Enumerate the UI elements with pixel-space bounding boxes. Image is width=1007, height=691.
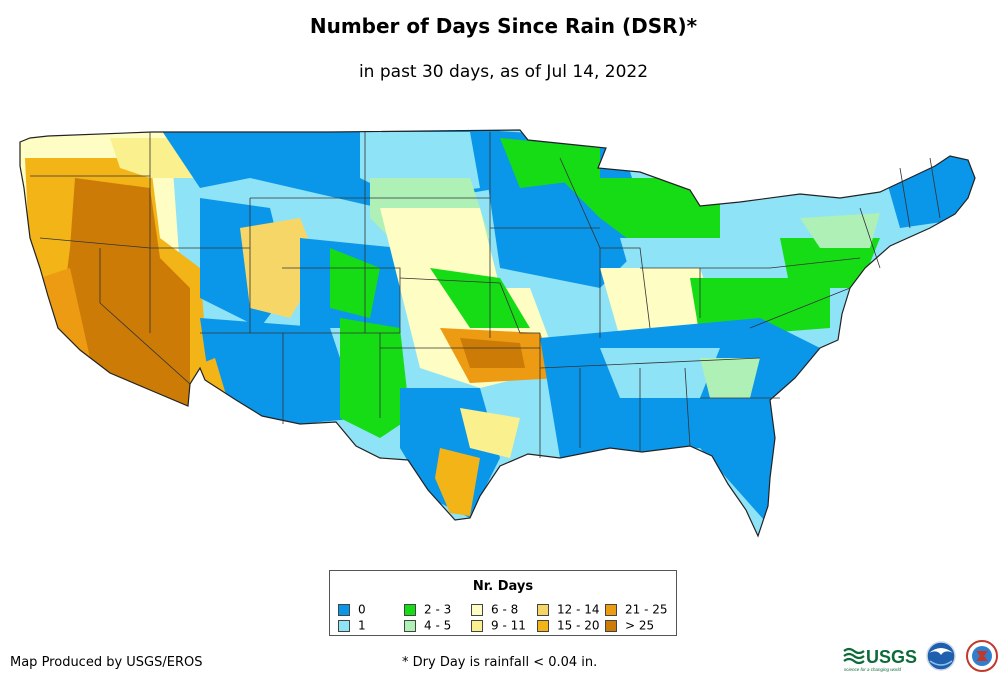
legend-label: 4 - 5 bbox=[424, 618, 452, 633]
agency-logos: USGS science for a changing world bbox=[843, 640, 998, 672]
legend: Nr. Days 0 1 2 - 3 4 - 5 6 - 8 9 - 11 12… bbox=[329, 570, 677, 636]
legend-swatch bbox=[338, 603, 350, 616]
legend-swatch bbox=[338, 619, 350, 632]
legend-label: 15 - 20 bbox=[557, 618, 600, 633]
legend-swatch bbox=[471, 603, 483, 616]
legend-label: 12 - 14 bbox=[557, 602, 600, 617]
legend-label: 1 bbox=[358, 618, 366, 633]
legend-label: 9 - 11 bbox=[491, 618, 526, 633]
usgs-tagline: science for a changing world bbox=[844, 667, 902, 672]
us-dsr-map bbox=[19, 129, 976, 538]
usgs-wordmark: USGS bbox=[866, 647, 917, 667]
legend-item-1: 1 bbox=[338, 619, 366, 632]
legend-item-8: 21 - 25 bbox=[605, 603, 668, 616]
legend-item-0: 0 bbox=[338, 603, 366, 616]
map-subtitle: in past 30 days, as of Jul 14, 2022 bbox=[358, 62, 649, 82]
legend-swatch bbox=[404, 619, 416, 632]
legend-label: > 25 bbox=[625, 618, 655, 633]
usgs-logo: USGS science for a changing world bbox=[843, 647, 917, 672]
legend-swatch bbox=[404, 603, 416, 616]
legend-swatch bbox=[537, 619, 549, 632]
map-credit: Map Produced by USGS/EROS bbox=[10, 655, 203, 670]
legend-swatch bbox=[605, 603, 617, 616]
nws-logo bbox=[966, 640, 998, 672]
legend-title: Nr. Days bbox=[472, 579, 534, 594]
legend-item-7: 15 - 20 bbox=[537, 619, 600, 632]
noaa-logo bbox=[926, 641, 956, 671]
legend-swatch bbox=[537, 603, 549, 616]
map-title: Number of Days Since Rain (DSR)* bbox=[309, 14, 698, 38]
legend-swatch bbox=[471, 619, 483, 632]
legend-item-6: 12 - 14 bbox=[537, 603, 600, 616]
legend-item-4: 6 - 8 bbox=[471, 603, 518, 616]
legend-item-5: 9 - 11 bbox=[471, 619, 526, 632]
dry-day-footnote: * Dry Day is rainfall < 0.04 in. bbox=[402, 655, 598, 670]
legend-label: 6 - 8 bbox=[491, 602, 519, 617]
legend-label: 0 bbox=[358, 602, 366, 617]
legend-item-2: 2 - 3 bbox=[404, 603, 451, 616]
legend-label: 21 - 25 bbox=[625, 602, 668, 617]
legend-label: 2 - 3 bbox=[424, 602, 452, 617]
legend-item-9: > 25 bbox=[605, 619, 654, 632]
legend-swatch bbox=[605, 619, 617, 632]
legend-item-3: 4 - 5 bbox=[404, 619, 451, 632]
